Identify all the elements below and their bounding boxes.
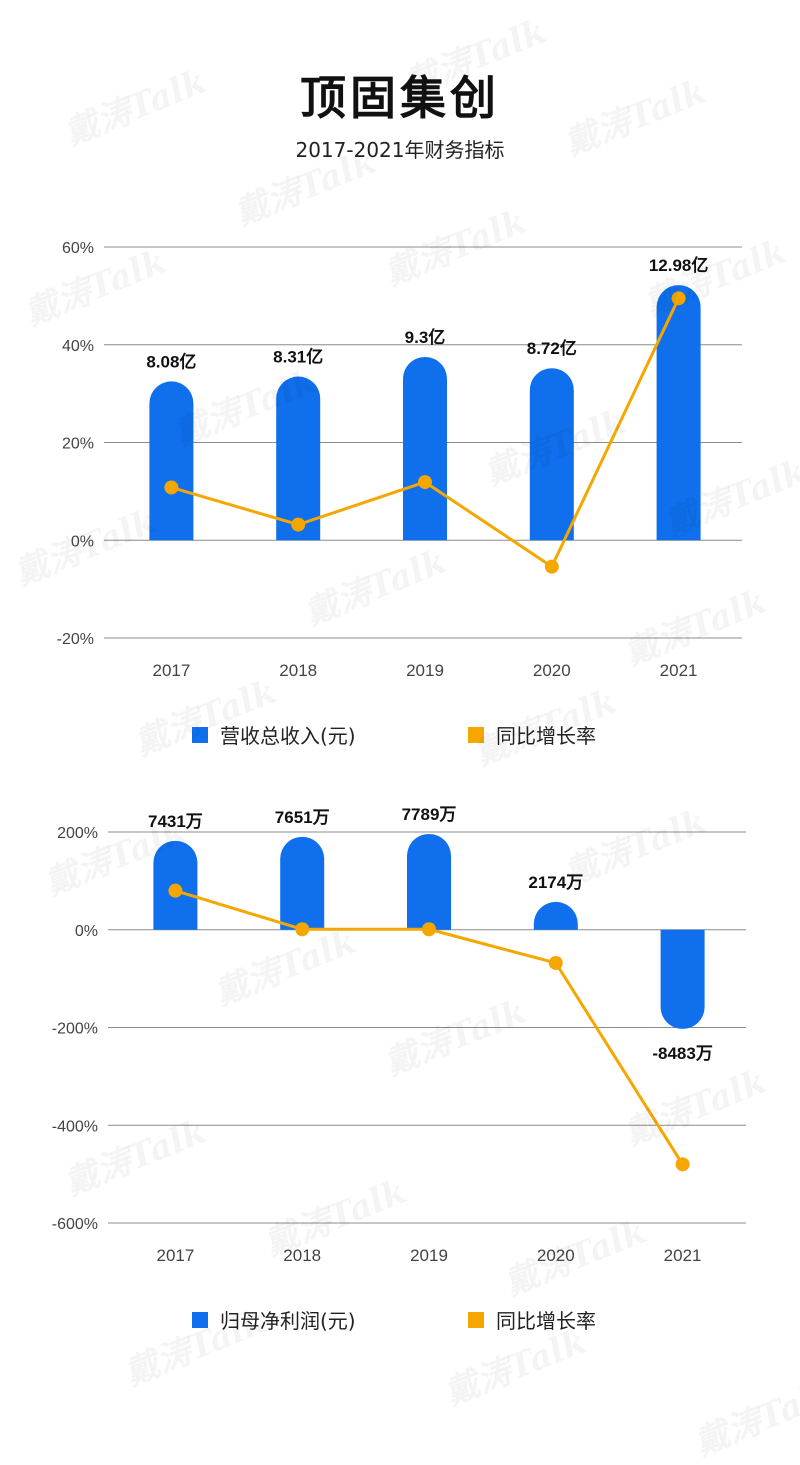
bar-value-label: 2174万	[528, 873, 583, 892]
legend-item-growth: 同比增长率	[468, 1305, 596, 1334]
bar-value-label: 12.98亿	[649, 255, 709, 275]
x-tick-label: 2019	[410, 1246, 448, 1265]
watermark-logo: 戴涛Talk	[686, 1364, 800, 1465]
y-tick-label: 0%	[75, 923, 98, 940]
bar-2019	[403, 356, 447, 541]
growth-point-2021	[671, 291, 686, 306]
bar-2020	[533, 901, 578, 930]
legend-swatch-bar	[192, 726, 208, 743]
bar-value-label: 7789万	[402, 805, 457, 824]
bar-2018	[276, 376, 321, 541]
y-tick-label: -20%	[57, 631, 94, 648]
x-tick-label: 2020	[533, 661, 571, 680]
y-tick-label: 60%	[62, 240, 94, 257]
growth-point-2019	[418, 475, 432, 490]
legend-swatch-line	[468, 726, 484, 743]
y-tick-label: 200%	[57, 825, 98, 842]
net-profit-chart: 200% 0% -200% -400% -600% 7431万 7651万 7789万 2174…	[52, 805, 746, 1265]
bar-2018	[280, 836, 325, 930]
x-tick-label: 2017	[152, 661, 190, 680]
x-tick-label: 2018	[279, 661, 317, 680]
bar-2020	[529, 368, 574, 541]
legend-item-revenue: 营收总收入(元)	[192, 720, 356, 749]
growth-point-2020	[548, 955, 563, 970]
legend-item-profit: 归母净利润(元)	[192, 1305, 356, 1334]
revenue-chart: 60% 40% 20% 0% -20% 8.08亿 8.31亿 9.3亿 8.72亿 12.98亿…	[57, 240, 742, 680]
growth-point-2018	[295, 922, 310, 937]
x-tick-label: 2021	[664, 1246, 702, 1265]
legend-label-growth: 同比增长率	[496, 1309, 596, 1333]
x-tick-label: 2020	[537, 1246, 575, 1265]
page-subtitle: 2017-2021年财务指标	[295, 138, 505, 162]
growth-point-2020	[544, 559, 559, 574]
bar-2019	[407, 833, 451, 930]
growth-point-2017	[164, 480, 179, 495]
x-tick-label: 2021	[660, 661, 698, 680]
profit-legend: 归母净利润(元) 同比增长率	[0, 1305, 800, 1345]
x-tick-label: 2019	[406, 661, 444, 680]
y-tick-label: -400%	[52, 1118, 98, 1135]
growth-point-2018	[291, 517, 306, 532]
legend-swatch-line	[468, 1311, 484, 1328]
x-tick-label: 2018	[283, 1246, 321, 1265]
bar-value-label: 9.3亿	[405, 327, 446, 347]
bar-value-label: 8.08亿	[146, 351, 196, 371]
y-tick-label: -600%	[52, 1216, 98, 1233]
legend-label-profit: 归母净利润(元)	[220, 1309, 356, 1333]
bar-value-label: -8483万	[652, 1044, 712, 1063]
legend-swatch-bar	[192, 1311, 208, 1328]
bar-value-label: 8.31亿	[273, 347, 323, 367]
y-tick-label: 20%	[62, 436, 94, 453]
legend-item-growth: 同比增长率	[468, 720, 596, 749]
growth-point-2021	[675, 1157, 690, 1172]
revenue-legend: 营收总收入(元) 同比增长率	[0, 720, 800, 760]
bar-2017	[149, 381, 194, 541]
growth-point-2017	[168, 883, 183, 898]
bar-2021	[656, 285, 701, 541]
legend-label-growth: 同比增长率	[496, 724, 596, 748]
bar-value-label: 7431万	[148, 812, 203, 831]
bar-2021	[660, 929, 705, 1029]
legend-label-revenue: 营收总收入(元)	[220, 724, 356, 748]
page-title: 顶固集创	[300, 71, 500, 125]
y-tick-label: -200%	[52, 1021, 98, 1038]
x-tick-label: 2017	[156, 1246, 194, 1265]
growth-point-2019	[422, 922, 436, 937]
bar-value-label: 7651万	[275, 808, 330, 827]
bar-value-label: 8.72亿	[527, 338, 577, 358]
y-tick-label: 40%	[62, 338, 94, 355]
y-tick-label: 0%	[71, 533, 94, 550]
